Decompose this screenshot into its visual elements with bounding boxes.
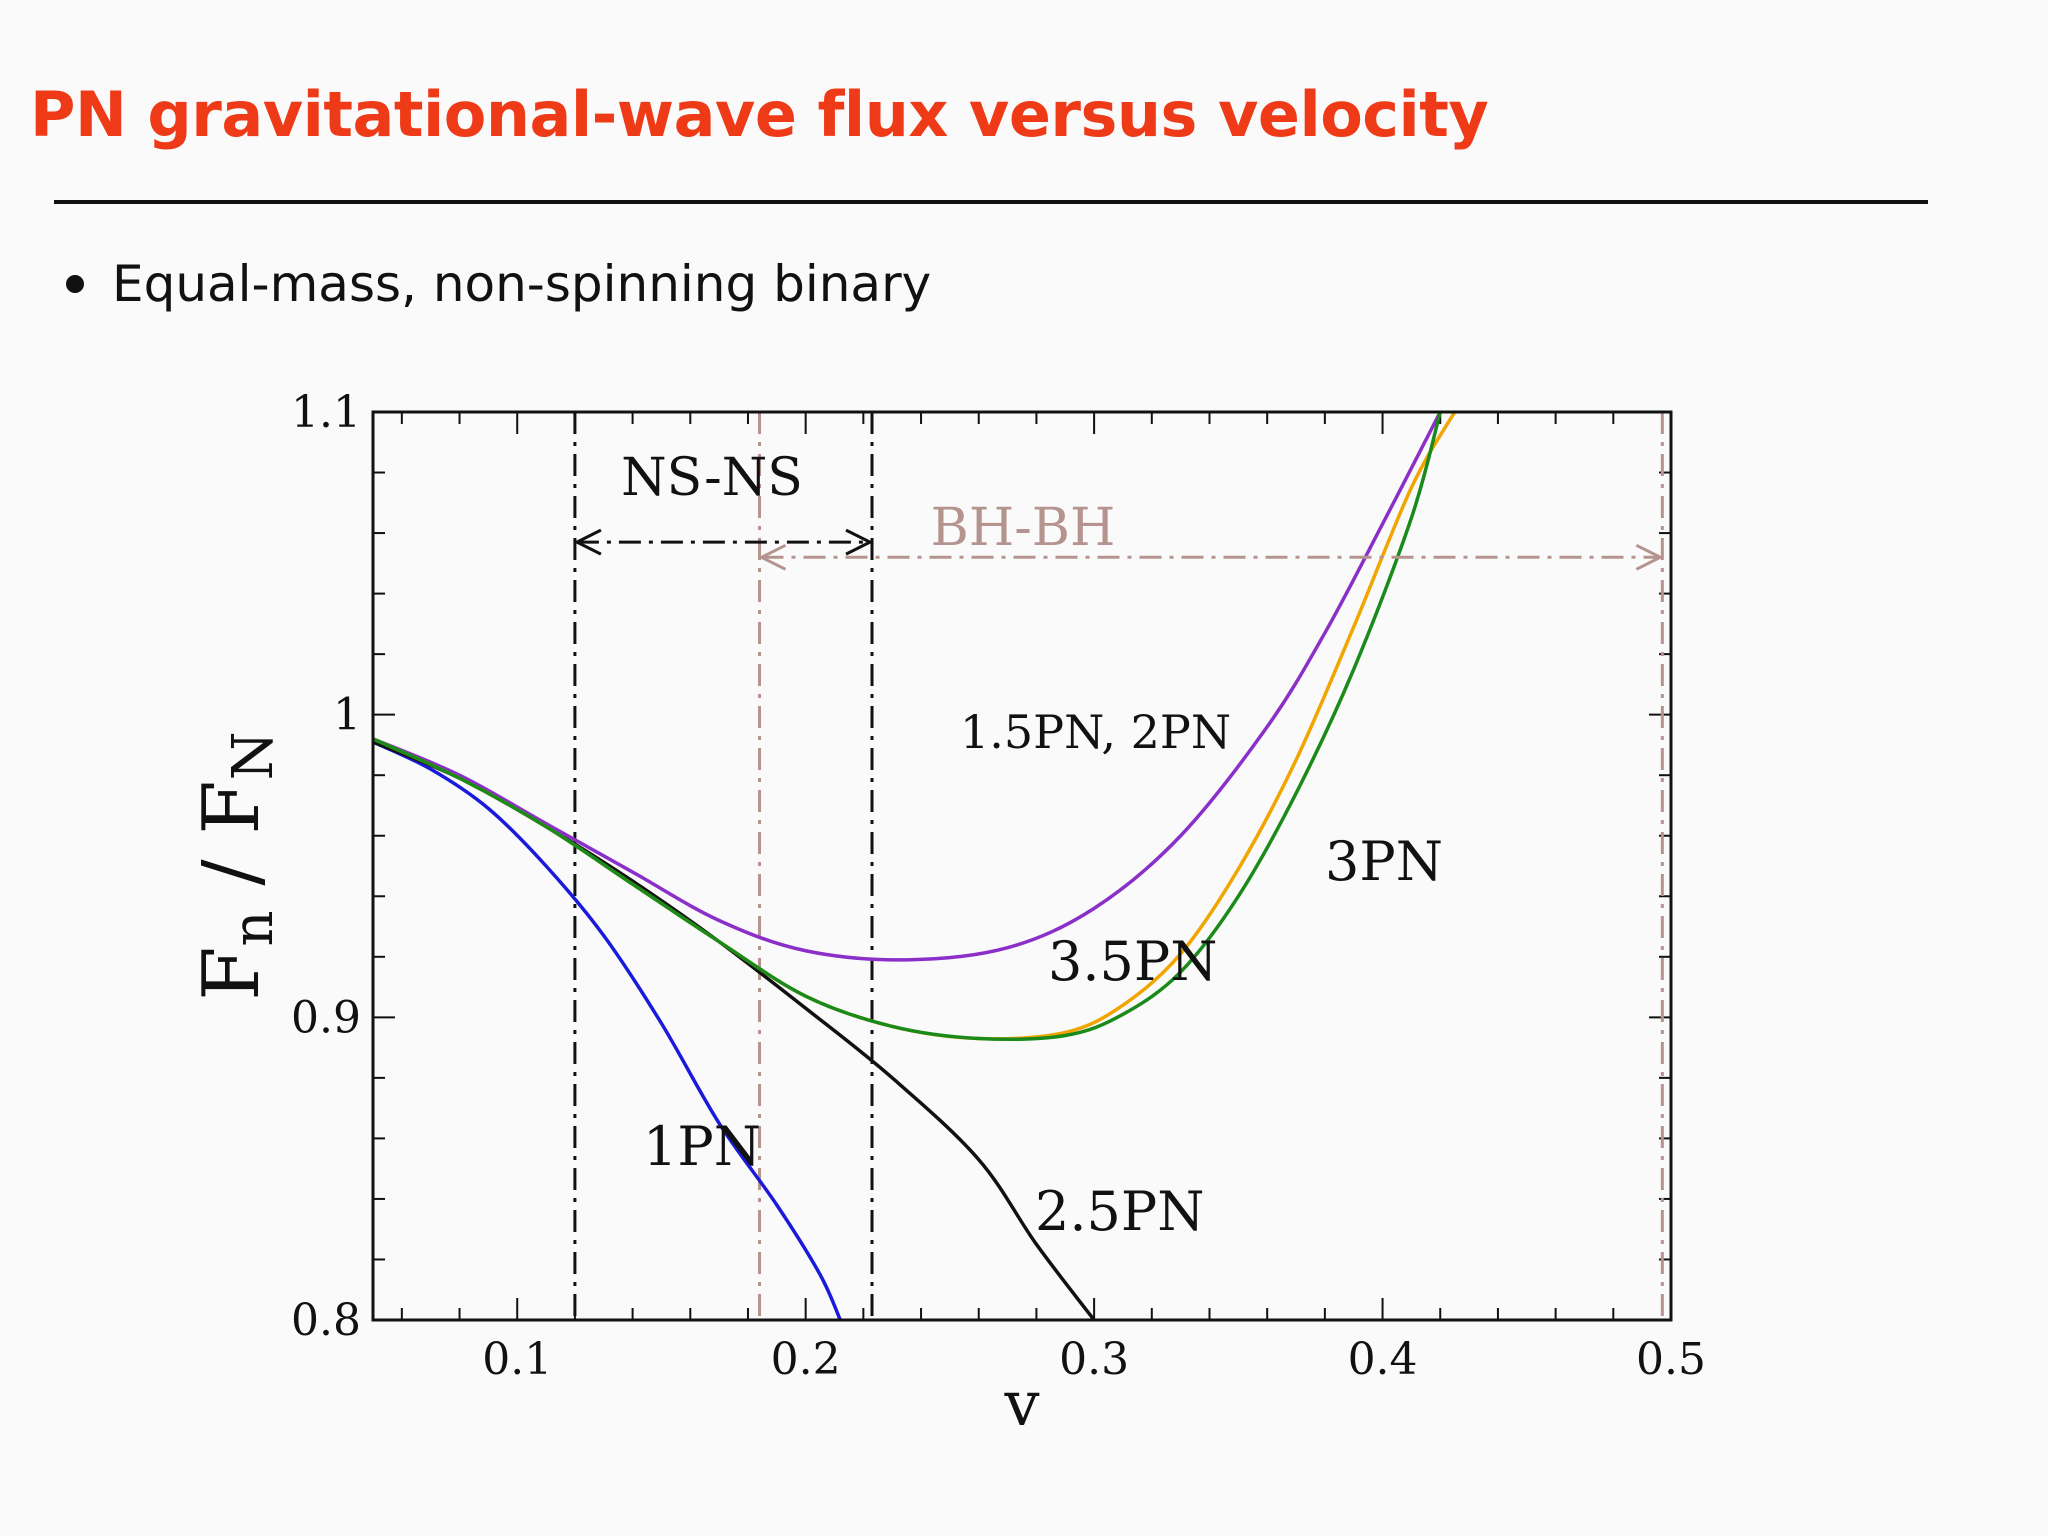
bullet-item: Equal-mass, non-spinning binary <box>66 255 931 313</box>
x-tick-label: 0.4 <box>1348 1334 1418 1385</box>
series-1pn <box>373 740 842 1320</box>
x-tick-label: 0.1 <box>482 1334 552 1385</box>
region-arrowhead <box>573 528 602 556</box>
region-arrowhead <box>758 543 787 571</box>
ns-ns-label: NS-NS <box>621 448 803 508</box>
curve-label-2-5pn: 2.5PN <box>1035 1180 1204 1243</box>
bullet-text: Equal-mass, non-spinning binary <box>112 255 932 313</box>
axis-ticks <box>373 411 1672 1321</box>
bullet-dot-icon <box>66 274 84 293</box>
plot-frame <box>371 410 1673 1322</box>
x-tick-label: 0.2 <box>771 1334 841 1385</box>
bh-bh-label: BH-BH <box>931 498 1116 558</box>
y-tick-label: 0.8 <box>291 1295 361 1346</box>
series-1-5pn-2pn <box>373 412 1442 962</box>
y-axis-label: Fn / FN <box>187 731 286 1000</box>
curve-label-3pn: 3PN <box>1325 830 1443 893</box>
region-arrowhead <box>845 528 874 556</box>
series-lines <box>373 412 1457 1320</box>
curve-label-3-5pn: 3.5PN <box>1048 930 1217 993</box>
title-divider <box>54 200 1928 204</box>
region-lines <box>573 412 1664 1320</box>
x-axis-label: v <box>1003 1367 1039 1440</box>
x-tick-label: 0.3 <box>1059 1334 1129 1385</box>
x-tick-label: 0.5 <box>1636 1334 1706 1385</box>
series-3pn <box>373 412 1442 1042</box>
curve-label-1-5pn-2pn: 1.5PN, 2PN <box>960 705 1231 759</box>
y-tick-label: 0.9 <box>291 992 361 1043</box>
y-tick-label: 1.1 <box>291 387 361 438</box>
region-arrowhead <box>1635 543 1664 571</box>
region-arrows <box>573 528 1664 571</box>
y-tick-label: 1 <box>333 690 361 741</box>
series-3-5pn <box>373 412 1457 1041</box>
curve-label-1pn: 1PN <box>643 1115 761 1178</box>
tick-labels: 0.1 0.2 0.3 0.4 0.5 0.8 0.9 1 1.1 <box>291 387 1706 1385</box>
series-2-5pn <box>373 740 1096 1320</box>
slide-title: PN gravitational-wave flux versus veloci… <box>30 78 1489 151</box>
